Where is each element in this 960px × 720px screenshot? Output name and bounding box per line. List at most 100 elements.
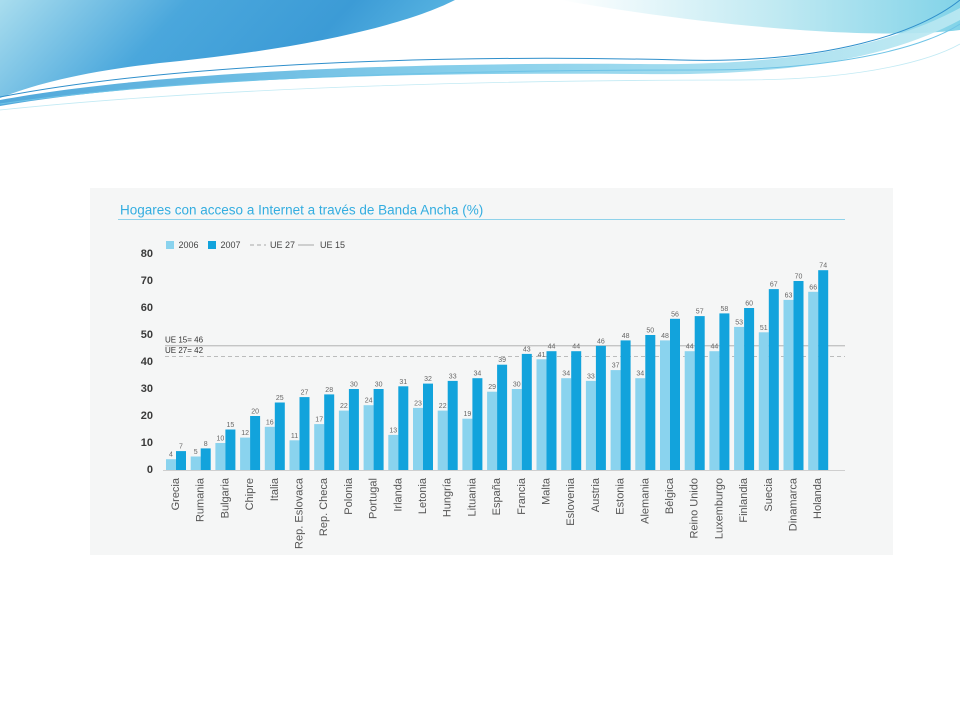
reference-line-label-ue-15: UE 15= 46	[165, 335, 204, 344]
bar-2007-suecia	[768, 289, 779, 470]
value-label-2007-finlandia: 60	[745, 301, 753, 308]
bar-2006-francia	[511, 389, 522, 470]
x-tick-label-holanda: Holanda	[812, 477, 824, 519]
bar-2006-bulgaria	[215, 443, 226, 470]
bar-2006-rep-checa	[314, 424, 325, 470]
value-label-2007-rumania: 8	[204, 441, 208, 448]
value-label-2007-malta: 44	[548, 344, 556, 351]
value-label-2006-rep-checa: 17	[315, 417, 323, 424]
value-label-2006-portugal: 24	[365, 398, 373, 405]
x-tick-label-letonia: Letonia	[417, 477, 429, 514]
value-label-2007-suecia: 67	[770, 282, 778, 289]
bar-2006-grecia	[166, 459, 176, 470]
x-tick-label-polonia: Polonia	[343, 477, 355, 515]
x-tick-label-espana: España	[491, 477, 503, 515]
x-tick-label-malta: Malta	[541, 477, 553, 505]
bar-2006-belgica	[660, 340, 670, 470]
value-label-2007-rep-checa: 28	[325, 387, 333, 394]
value-label-2007-alemania: 50	[646, 328, 654, 335]
y-tick-label: 70	[141, 275, 153, 287]
x-tick-label-reino-unido: Reino Unido	[689, 478, 701, 539]
bar-2006-finlandia	[734, 326, 745, 470]
bar-2007-rumania	[200, 448, 211, 470]
y-tick-label: 10	[141, 437, 153, 449]
bar-2006-rep-eslovaca	[289, 440, 300, 470]
bar-2007-belgica	[670, 318, 680, 470]
y-tick-label: 0	[147, 464, 153, 476]
value-label-2006-francia: 30	[513, 382, 521, 389]
value-label-2006-holanda: 66	[809, 284, 817, 291]
x-tick-label-portugal: Portugal	[368, 478, 380, 519]
chart-panel: Hogares con acceso a Internet a través d…	[90, 188, 893, 555]
bar-2006-estonia	[610, 370, 621, 470]
bar-2006-malta	[536, 359, 547, 470]
value-label-2006-rep-eslovaca: 11	[291, 433, 298, 440]
bar-2007-estonia	[620, 340, 631, 470]
x-tick-label-rep-checa: Rep. Checa	[318, 477, 330, 536]
value-label-2007-luxemburgo: 58	[721, 306, 729, 313]
value-label-2006-rumania: 5	[194, 449, 198, 456]
value-label-2007-grecia: 7	[179, 444, 183, 451]
bar-2006-irlanda	[388, 434, 399, 470]
x-tick-label-finlandia: Finlandia	[738, 477, 750, 523]
x-tick-label-austria: Austria	[590, 477, 602, 512]
bar-2007-austria	[595, 345, 606, 470]
bar-2007-lituania	[472, 378, 483, 470]
bar-2007-eslovenia	[571, 351, 582, 470]
bar-2006-luxemburgo	[709, 351, 720, 470]
value-label-2007-letonia: 32	[424, 376, 432, 383]
bar-chart: Hogares con acceso a Internet a través d…	[118, 203, 845, 549]
bar-2006-rumania	[190, 456, 201, 470]
value-label-2007-lituania: 34	[474, 371, 482, 378]
value-label-2006-chipre: 12	[241, 430, 249, 437]
y-tick-label: 80	[141, 248, 153, 260]
x-tick-label-hungria: Hungría	[442, 477, 454, 517]
value-label-2007-eslovenia: 44	[572, 344, 580, 351]
bar-2006-hungria	[437, 410, 448, 470]
bar-2007-italia	[274, 402, 285, 470]
bar-2007-grecia	[176, 451, 186, 470]
bar-2006-alemania	[635, 378, 646, 470]
bar-2006-letonia	[413, 407, 423, 470]
bar-2006-polonia	[338, 410, 349, 470]
value-label-2006-luxemburgo: 44	[711, 344, 719, 351]
chart-title: Hogares con acceso a Internet a través d…	[120, 203, 483, 218]
x-tick-label-eslovenia: Eslovenia	[565, 477, 577, 526]
x-tick-label-francia: Francia	[516, 477, 528, 515]
plot-area: 0 10 20 30 40 50 60 70 80 UE 27= 42 UE 15= 46 47 Gre…	[141, 248, 845, 549]
x-tick-label-dinamarca: Dinamarca	[788, 477, 800, 531]
legend-swatch-2007	[208, 241, 216, 249]
value-label-2006-reino-unido: 44	[686, 344, 694, 351]
value-label-2007-portugal: 30	[375, 382, 383, 389]
x-tick-label-belgica: Bélgica	[664, 477, 676, 514]
x-tick-label-alemania: Alemania	[639, 477, 651, 524]
y-tick-label: 50	[141, 329, 153, 341]
value-label-2007-dinamarca: 70	[795, 274, 803, 281]
legend-label-ue15: UE 15	[320, 240, 345, 250]
value-label-2006-finlandia: 53	[735, 319, 743, 326]
bar-2007-rep-checa	[324, 394, 335, 470]
x-tick-label-bulgaria: Bulgaria	[219, 477, 231, 518]
wave-line	[0, 43, 960, 111]
value-label-2007-espana: 39	[498, 357, 506, 364]
legend: 2006 2007 UE 27 UE 15	[166, 240, 345, 250]
bar-2006-italia	[264, 426, 275, 470]
value-label-2006-espana: 29	[488, 384, 496, 391]
value-label-2006-dinamarca: 63	[785, 292, 793, 299]
value-label-2006-irlanda: 13	[389, 427, 397, 434]
bar-2007-espana	[497, 364, 508, 470]
x-tick-label-lituania: Lituania	[466, 477, 478, 516]
value-label-2006-eslovenia: 34	[562, 371, 570, 378]
wave-line	[0, 23, 960, 105]
value-label-2007-francia: 43	[523, 346, 531, 353]
bar-2006-eslovenia	[561, 378, 572, 470]
value-label-2006-suecia: 51	[760, 325, 768, 332]
legend-label-2007: 2007	[221, 240, 241, 250]
x-tick-label-estonia: Estonia	[615, 477, 627, 515]
value-label-2007-italia: 25	[276, 395, 284, 402]
value-label-2006-hungria: 22	[439, 403, 447, 410]
bar-2007-luxemburgo	[719, 313, 730, 470]
bar-2006-austria	[585, 380, 596, 470]
value-label-2006-lituania: 19	[464, 411, 472, 418]
bar-2007-polonia	[348, 389, 359, 470]
